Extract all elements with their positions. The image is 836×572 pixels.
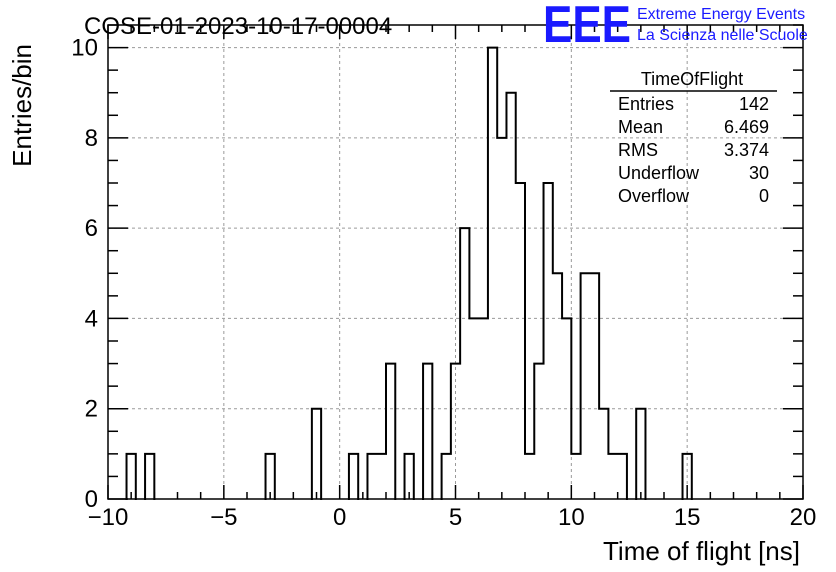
x-tick-label: −10 [88, 504, 129, 531]
stats-value: 3.374 [724, 140, 769, 160]
stats-label: Entries [618, 94, 674, 114]
y-tick-label: 10 [71, 35, 98, 62]
stats-value: 6.469 [724, 117, 769, 137]
stats-label: Overflow [618, 186, 690, 206]
y-tick-label: 4 [85, 305, 98, 332]
logo-line-1: Extreme Energy Events [637, 6, 805, 23]
y-axis-title: Entries/bin [7, 44, 37, 167]
histogram-line [125, 46, 693, 500]
x-axis-title: Time of flight [ns] [603, 536, 800, 566]
y-tick-label: 6 [85, 215, 98, 242]
histogram-outline [125, 46, 693, 500]
chart-title: COSE-01-2023-10-17-00004 [84, 13, 392, 40]
stats-box: TimeOfFlight Entries 142 Mean 6.469 RMS 3.374… [610, 69, 777, 206]
axis-tick-labels: −10 −5 0 5 10 15 20 0 2 4 6 8 10 [71, 35, 816, 531]
grid [108, 25, 803, 499]
stats-value: 0 [759, 186, 769, 206]
x-tick-label: 10 [558, 504, 585, 531]
x-tick-label: 5 [449, 504, 462, 531]
y-tick-label: 8 [85, 125, 98, 152]
stats-value: 142 [739, 94, 769, 114]
stats-title: TimeOfFlight [641, 69, 743, 89]
stats-label: Underflow [618, 163, 700, 183]
x-tick-label: 0 [333, 504, 346, 531]
y-tick-label: 0 [85, 486, 98, 513]
y-tick-label: 2 [85, 396, 98, 423]
x-tick-label: 15 [674, 504, 701, 531]
stats-value: 30 [749, 163, 769, 183]
logo-line-2: La Scienza nelle Scuole [637, 27, 808, 44]
eee-logo-mark: EEE [543, 0, 631, 54]
x-tick-label: 20 [790, 504, 817, 531]
stats-label: Mean [618, 117, 663, 137]
stats-rows: Entries 142 Mean 6.469 RMS 3.374 Underflow 30 Ov… [618, 94, 769, 206]
stats-label: RMS [618, 140, 658, 160]
x-tick-label: −5 [210, 504, 237, 531]
axis-ticks [107, 24, 804, 500]
